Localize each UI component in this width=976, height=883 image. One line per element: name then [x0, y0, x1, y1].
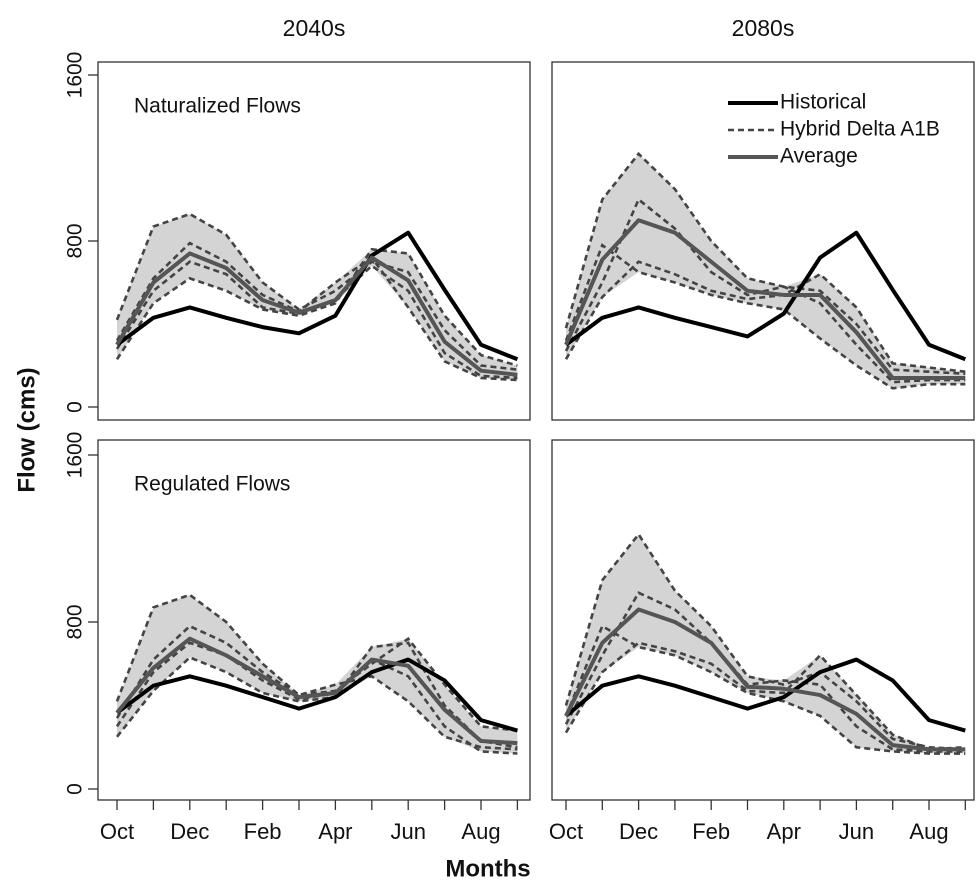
- panel-title: 2040s: [283, 15, 346, 41]
- ensemble-member-line: [564, 591, 966, 753]
- ensemble-member-line: [564, 624, 966, 755]
- series-line: [564, 230, 967, 362]
- panel-title: 2080s: [732, 15, 795, 41]
- panel-annotation: Regulated Flows: [134, 473, 290, 496]
- ensemble-range: [117, 214, 518, 381]
- x-tick-label: Oct: [100, 819, 134, 844]
- ensemble-range: [566, 153, 966, 389]
- y-tick-label: 0: [64, 401, 87, 413]
- series-line: [115, 251, 518, 377]
- x-tick-label: Oct: [549, 819, 583, 844]
- y-tick-label: 800: [64, 223, 87, 258]
- ensemble-member-line: [115, 247, 518, 367]
- y-tick-label: 800: [64, 604, 87, 639]
- legend-label: Historical: [780, 91, 866, 114]
- series-line: [564, 657, 966, 733]
- ensemble-member-line: [564, 151, 966, 376]
- ensemble-member-line: [115, 260, 518, 380]
- y-axis-label: Flow (cms): [13, 367, 40, 492]
- x-tick-label: Jun: [839, 819, 874, 844]
- ensemble-member-line: [115, 212, 518, 371]
- panel-frame: [97, 439, 531, 801]
- series-line: [115, 230, 519, 362]
- ensemble-member-line: [564, 197, 966, 384]
- y-tick-label: 1600: [64, 52, 87, 99]
- panel-frame: [551, 439, 975, 801]
- x-tick-label: Jun: [390, 819, 425, 844]
- x-tick-label: Feb: [244, 819, 282, 844]
- ensemble-range: [566, 534, 966, 754]
- ensemble-member-line: [564, 260, 966, 374]
- legend-label: Hybrid Delta A1B: [780, 118, 940, 141]
- panel-frame: [551, 61, 975, 421]
- x-tick-label: Aug: [909, 819, 948, 844]
- legend-label: Average: [780, 145, 858, 168]
- panel-annotation: Naturalized Flows: [134, 95, 301, 118]
- y-tick-label: 1600: [64, 432, 87, 479]
- series-line: [564, 218, 966, 380]
- x-tick-label: Aug: [461, 819, 500, 844]
- x-axis-label: Months: [445, 855, 530, 882]
- y-tick-label: 0: [64, 783, 87, 795]
- x-tick-label: Apr: [767, 819, 801, 844]
- x-tick-label: Dec: [170, 819, 209, 844]
- ensemble-member-line: [115, 641, 518, 749]
- series-line: [115, 657, 518, 733]
- ensemble-member-line: [564, 641, 966, 751]
- ensemble-member-line: [115, 241, 518, 382]
- ensemble-member-line: [115, 624, 518, 751]
- x-tick-label: Dec: [619, 819, 658, 844]
- ensemble-range: [117, 594, 518, 754]
- x-tick-label: Feb: [692, 819, 730, 844]
- x-tick-label: Apr: [318, 819, 352, 844]
- series-line: [115, 636, 518, 746]
- ensemble-member-line: [115, 593, 518, 732]
- series-line: [564, 607, 966, 752]
